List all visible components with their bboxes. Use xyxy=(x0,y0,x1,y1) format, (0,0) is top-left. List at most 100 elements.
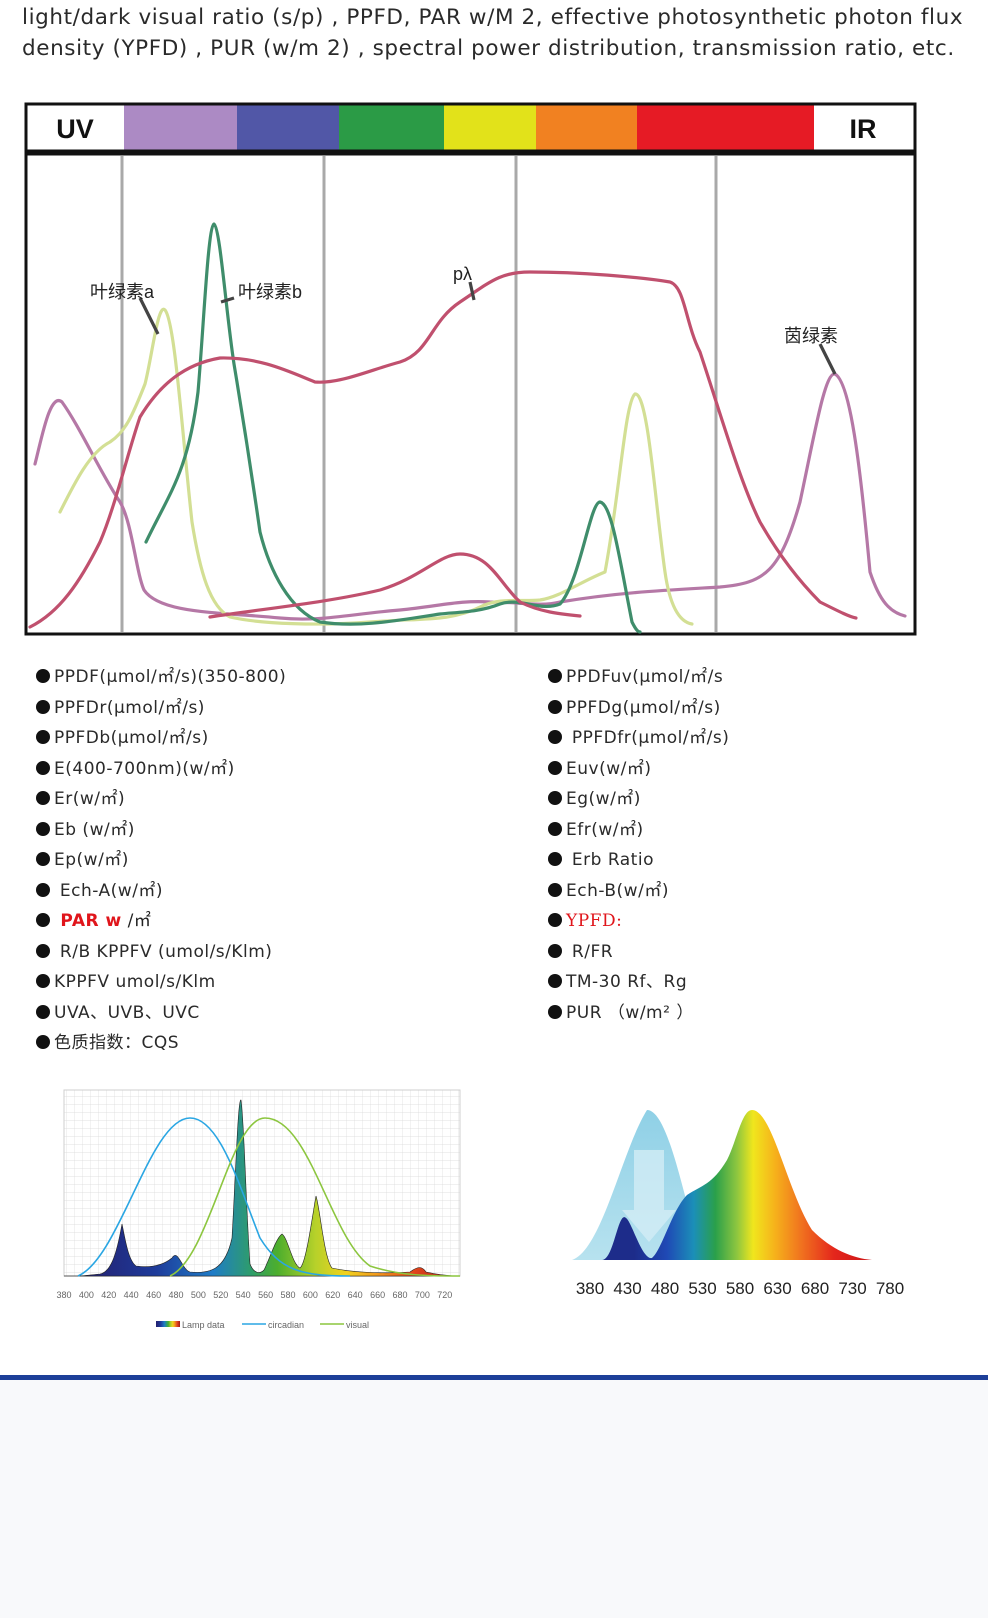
x-tick-label: 520 xyxy=(213,1290,228,1300)
bacteriochlorophyll-label: 茵绿素 xyxy=(784,326,838,346)
section-divider xyxy=(0,1375,988,1380)
metric-label: Efr(w/㎡) xyxy=(566,819,644,840)
metric-label: PPFDg(μmol/㎡/s) xyxy=(566,697,721,718)
p-lambda-curve xyxy=(28,270,858,629)
bacteriochlorophyll-pointer xyxy=(818,343,837,375)
uv-label: UV xyxy=(56,114,94,144)
metric-label: PPDF(μmol/㎡/s)(350-800) xyxy=(54,667,287,687)
down-arrow-shape xyxy=(622,1150,676,1242)
bullet-icon xyxy=(36,974,50,988)
x-tick-label: 620 xyxy=(325,1290,340,1300)
bullet-icon xyxy=(36,1004,50,1019)
bullet-icon xyxy=(548,669,562,683)
metric-label: R/FR xyxy=(566,941,614,962)
metric-item: PPFDb(μmol/㎡/s) xyxy=(36,723,286,754)
bullet-icon xyxy=(548,760,562,775)
metric-label: PPFDfr(μmol/㎡/s) xyxy=(566,728,730,748)
spectrum-absorption-figure: UV IR 叶绿素a 叶绿 xyxy=(24,102,917,636)
bullet-icon xyxy=(548,943,562,958)
x-tick-label: 580 xyxy=(726,1279,754,1298)
bullet-icon xyxy=(36,852,50,866)
chlorophyll-a-pointer xyxy=(138,297,160,335)
bullet-icon xyxy=(548,1004,562,1019)
bullet-icon xyxy=(36,699,50,714)
metric-label: Eb (w/㎡) xyxy=(54,819,135,840)
x-tick-label: 580 xyxy=(280,1290,295,1300)
metric-item: Ech-A(w/㎡) xyxy=(36,876,286,907)
metric-item: PPDFuv(μmol/㎡/s xyxy=(548,662,729,693)
metric-label: PAR w xyxy=(54,911,122,931)
bullet-icon xyxy=(548,791,562,805)
visual-legend-label: visual xyxy=(346,1320,369,1330)
circadian-legend-label: circadian xyxy=(268,1320,304,1330)
violet-band xyxy=(124,105,237,150)
x-tick-label: 680 xyxy=(392,1290,407,1300)
spectrum-bar: UV IR xyxy=(24,102,917,153)
bullet-icon xyxy=(36,669,50,683)
absorption-chart: 叶绿素a 叶绿素b pλ 茵绿素 xyxy=(24,152,917,636)
metric-label: Ep(w/㎡) xyxy=(54,850,129,870)
metrics-list-left: PPDF(μmol/㎡/s)(350-800) PPFDr(μmol/㎡/s) PP… xyxy=(36,662,286,1059)
visible-spectrum-shape xyxy=(602,1110,872,1260)
x-tick-label: 600 xyxy=(303,1290,318,1300)
metric-item: Ech-B(w/㎡) xyxy=(548,876,729,907)
bullet-icon xyxy=(548,699,562,714)
lamp-legend-swatch xyxy=(156,1321,180,1327)
metric-label: KPPFV umol/s/Klm xyxy=(54,972,216,992)
metric-item: Ep(w/㎡) xyxy=(36,845,286,876)
metric-item: UVA、UVB、UVC xyxy=(36,998,286,1029)
x-tick-label: 780 xyxy=(876,1279,904,1298)
bullet-icon xyxy=(36,760,50,775)
bullet-icon xyxy=(36,821,50,836)
x-tick-label: 680 xyxy=(801,1279,829,1298)
metric-unit: /㎡ xyxy=(121,911,152,931)
rainbow-chart-x-axis: 380 430 480 530 580 630 680 730 780 xyxy=(576,1279,904,1298)
metric-label: Euv(w/㎡) xyxy=(566,758,652,779)
chlorophyll-b-curve xyxy=(144,222,642,634)
bullet-icon xyxy=(36,943,50,958)
metric-label: PUR （w/m² ） xyxy=(566,1002,694,1023)
bullet-icon xyxy=(36,882,50,897)
x-tick-label: 420 xyxy=(101,1290,116,1300)
metric-label: Eg(w/㎡) xyxy=(566,789,641,809)
metric-item: PAR w /㎡ xyxy=(36,906,286,937)
x-tick-label: 480 xyxy=(168,1290,183,1300)
metric-item: E(400-700nm)(w/㎡) xyxy=(36,754,286,785)
metrics-list-right: PPDFuv(μmol/㎡/s PPFDg(μmol/㎡/s) PPFDfr(μm… xyxy=(548,662,729,1028)
metric-item: Eg(w/㎡) xyxy=(548,784,729,815)
lamp-data-chart: 380 400 420 440 460 480 500 520 540 560 580 600 620 6… xyxy=(56,1089,461,1330)
bullet-icon xyxy=(548,730,562,744)
x-tick-label: 460 xyxy=(146,1290,161,1300)
metric-item: KPPFV umol/s/Klm xyxy=(36,967,286,998)
metric-item: Eb (w/㎡) xyxy=(36,815,286,846)
metric-item: YPFD: xyxy=(548,906,729,937)
metric-item: Efr(w/㎡) xyxy=(548,815,729,846)
x-tick-label: 630 xyxy=(763,1279,791,1298)
x-tick-label: 380 xyxy=(56,1290,71,1300)
red-band xyxy=(637,105,814,150)
metric-item: PPDF(μmol/㎡/s)(350-800) xyxy=(36,662,286,693)
bullet-icon xyxy=(548,821,562,836)
metric-item: PUR （w/m² ） xyxy=(548,998,729,1029)
x-tick-label: 730 xyxy=(838,1279,866,1298)
rainbow-spectrum-chart: 380 430 480 530 580 630 680 730 780 xyxy=(572,1110,904,1298)
lamp-chart-plot-area xyxy=(63,1089,461,1277)
x-tick-label: 480 xyxy=(651,1279,679,1298)
metric-label: R/B KPPFV (umol/s/Klm) xyxy=(54,941,273,962)
lamp-chart-legend: Lamp data circadian visual xyxy=(156,1320,369,1330)
metric-item: PPFDg(μmol/㎡/s) xyxy=(548,693,729,724)
metric-label: TM-30 Rf、Rg xyxy=(566,972,688,992)
x-tick-label: 530 xyxy=(688,1279,716,1298)
metric-label: E(400-700nm)(w/㎡) xyxy=(54,758,235,779)
metric-label: UVA、UVB、UVC xyxy=(54,1002,200,1023)
x-tick-label: 400 xyxy=(79,1290,94,1300)
lamp-legend-label: Lamp data xyxy=(182,1320,225,1330)
x-tick-label: 720 xyxy=(437,1290,452,1300)
chlorophyll-b-label: 叶绿素b xyxy=(238,282,302,302)
metric-label: PPFDb(μmol/㎡/s) xyxy=(54,728,209,748)
bullet-icon xyxy=(548,974,562,988)
bullet-icon xyxy=(36,913,50,927)
p-lambda-pointer xyxy=(468,281,476,301)
bullet-icon xyxy=(36,1035,50,1049)
p-lambda-lower-curve xyxy=(208,552,582,619)
